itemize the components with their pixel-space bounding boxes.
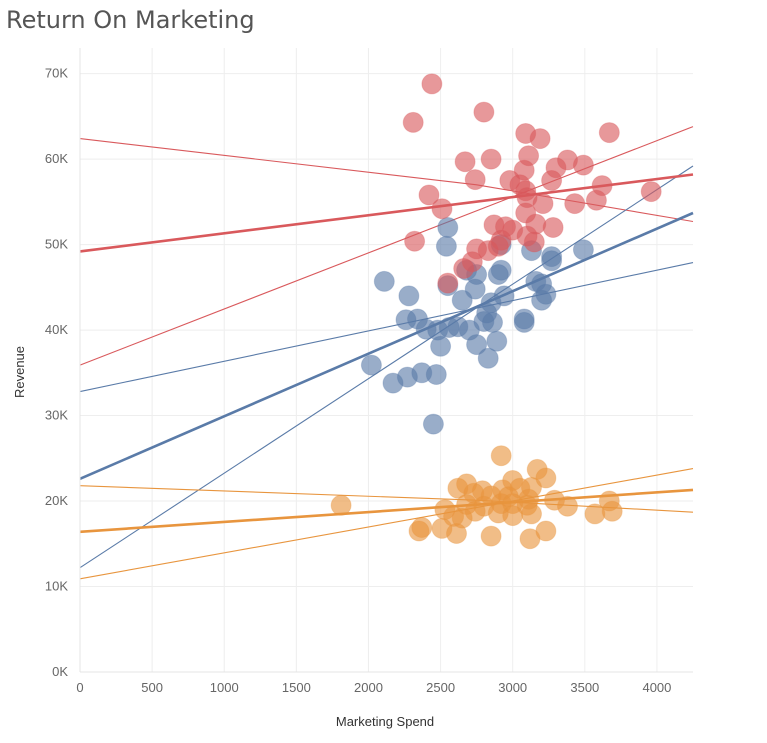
trend-line	[79, 211, 694, 480]
data-point	[572, 154, 594, 176]
data-point	[446, 523, 467, 544]
x-tick-label: 500	[141, 680, 163, 695]
data-point	[431, 198, 453, 220]
data-point	[487, 264, 509, 285]
data-point	[482, 311, 503, 333]
data-point	[430, 335, 452, 357]
y-tick-label: 10K	[45, 579, 68, 594]
lower-confidence-line	[79, 468, 694, 580]
data-point	[598, 122, 620, 144]
data-point	[542, 217, 564, 238]
data-point	[395, 309, 417, 331]
data-point	[418, 184, 440, 206]
axes: 0K 10K 20K 30K 40K 50K 60K 70K 0 500 1000 1500 2000 2…	[45, 48, 693, 695]
x-tick-label: 1500	[282, 680, 311, 695]
data-point	[480, 148, 502, 170]
data-point	[464, 278, 486, 300]
data-point	[373, 270, 395, 292]
data-point	[541, 250, 563, 272]
data-point	[487, 235, 509, 257]
data-point	[502, 505, 524, 527]
chart-title: Return On Marketing	[6, 6, 255, 34]
data-point	[601, 500, 623, 522]
data-point	[480, 525, 502, 547]
trend-lines	[79, 173, 694, 534]
y-axis-title: Revenue	[12, 346, 27, 398]
data-point	[330, 494, 352, 516]
data-point	[453, 258, 475, 279]
data-point	[411, 517, 433, 538]
data-point	[532, 193, 554, 215]
data-point	[572, 239, 594, 261]
data-point	[521, 503, 542, 525]
y-tick-label: 40K	[45, 322, 68, 337]
upper-confidence-line	[79, 262, 694, 393]
data-point	[486, 330, 508, 352]
data-point	[435, 235, 457, 257]
data-point	[382, 372, 404, 394]
x-axis-title: Marketing Spend	[336, 714, 434, 729]
x-tick-label: 3000	[498, 680, 527, 695]
data-point	[535, 467, 557, 489]
trend-line	[79, 488, 694, 534]
x-tick-label: 2000	[354, 680, 383, 695]
grid	[79, 48, 693, 673]
data-point	[404, 230, 426, 252]
data-point	[422, 413, 444, 435]
x-tick-label: 0	[76, 680, 83, 695]
data-point	[523, 231, 545, 253]
x-tick-label: 3500	[570, 680, 599, 695]
data-point	[402, 111, 424, 133]
data-points	[330, 73, 662, 550]
y-tick-label: 60K	[45, 151, 68, 166]
y-tick-label: 0K	[52, 664, 68, 679]
trend-line	[79, 173, 694, 253]
data-point	[584, 503, 606, 525]
y-tick-label: 70K	[45, 66, 68, 81]
data-point	[421, 73, 443, 95]
data-point	[541, 170, 563, 191]
data-point	[360, 354, 382, 376]
x-tick-label: 2500	[426, 680, 455, 695]
data-point	[437, 272, 459, 294]
data-point	[473, 101, 495, 123]
data-point	[398, 285, 420, 307]
data-point	[451, 289, 473, 311]
data-point	[454, 151, 476, 173]
data-point	[564, 193, 586, 215]
data-point	[531, 289, 553, 311]
data-point	[557, 495, 578, 517]
y-tick-label: 30K	[45, 408, 68, 423]
data-point	[529, 128, 551, 150]
data-point	[585, 189, 607, 211]
data-point	[490, 445, 512, 467]
y-tick-label: 50K	[45, 237, 68, 252]
lower-confidence-line	[79, 126, 694, 366]
x-tick-label: 1000	[210, 680, 239, 695]
data-point	[640, 181, 662, 203]
data-point	[535, 520, 557, 542]
data-point	[466, 334, 488, 356]
data-point	[437, 217, 459, 238]
data-point	[464, 169, 486, 191]
y-tick-label: 20K	[45, 493, 68, 508]
data-point	[513, 311, 535, 333]
lower-confidence-line	[79, 165, 694, 569]
data-point	[477, 347, 499, 369]
x-tick-label: 4000	[642, 680, 671, 695]
data-point	[425, 364, 447, 385]
